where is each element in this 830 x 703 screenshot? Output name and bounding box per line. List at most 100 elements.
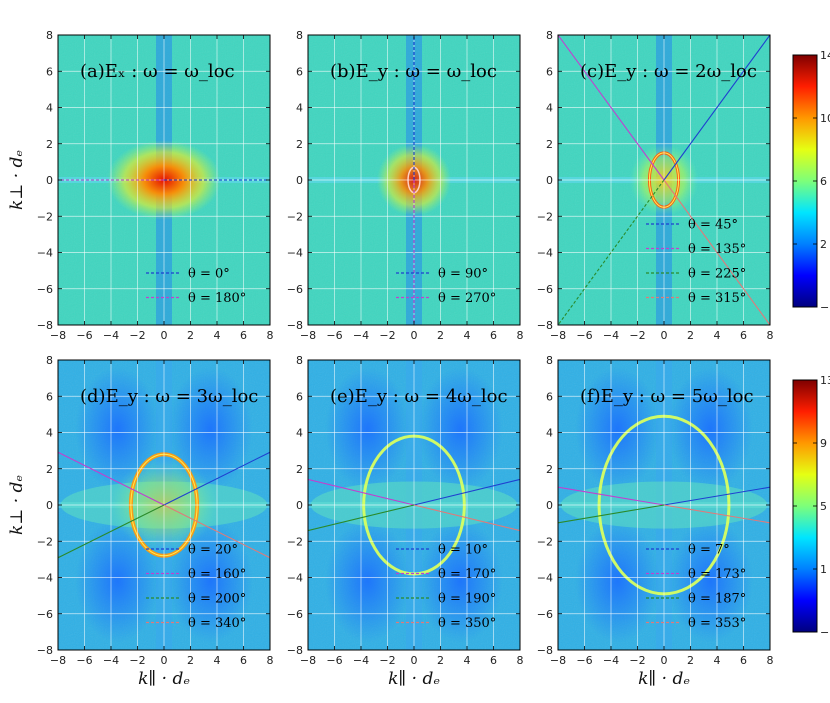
x-tick-label: −8: [50, 329, 66, 342]
blue-lobe: [667, 367, 753, 491]
legend-entry: θ = 135°: [688, 242, 746, 257]
panel-e: −8−8 −6 −6 −4 −4 −2 −2 0 0 2 2 4 4 6 6 8 8 (e)E_y : ω = 4…: [287, 354, 524, 667]
y-tick-label: 8: [546, 354, 553, 367]
panel-title: (c)E_y : ω = 2ω_loc: [580, 61, 757, 82]
y-tick-label: 8: [296, 354, 303, 367]
blue-lobe: [75, 367, 161, 491]
y-tick-label: 6: [46, 390, 53, 403]
blue-lobe: [325, 367, 411, 491]
x-tick-label: 2: [437, 329, 444, 342]
direction-line: [558, 35, 665, 181]
x-tick-label: 6: [240, 329, 247, 342]
x-tick-label: 2: [687, 654, 694, 667]
labels-layer: k∥ · dₑ k∥ · dₑ k∥ · dₑ k⊥ · dₑ k⊥ · dₑ: [7, 150, 690, 689]
y-tick-label: −2: [37, 210, 53, 223]
y-tick-label: −4: [537, 247, 553, 260]
legend-entry: θ = 170°: [438, 567, 496, 582]
y-tick-label: −6: [287, 608, 303, 621]
legend-entry: θ = 0°: [188, 267, 230, 282]
legend: θ = 0° θ = 180°: [146, 267, 246, 306]
legend-entry: θ = 7°: [688, 543, 730, 558]
y-tick-label: −4: [37, 572, 53, 585]
colorbar-tick-label: 10: [820, 112, 830, 125]
x-axis-label: k∥ · dₑ: [138, 669, 190, 689]
x-tick-label: −8: [550, 654, 566, 667]
legend-entry: θ = 160°: [188, 567, 246, 582]
colorbar-tick-label: −3: [820, 626, 830, 639]
direction-line: [558, 486, 665, 506]
colorbar-tick-label: 2: [820, 238, 827, 251]
legend-entry: θ = 200°: [188, 592, 246, 607]
y-tick-label: −4: [287, 247, 303, 260]
x-tick-label: 6: [240, 654, 247, 667]
x-tick-label: −4: [103, 329, 119, 342]
y-tick-label: −2: [37, 535, 53, 548]
y-tick-label: 8: [46, 29, 53, 42]
x-tick-label: −6: [576, 329, 592, 342]
grid: [558, 360, 770, 650]
y-tick-label: −8: [37, 644, 53, 657]
colorbar-tick-label: 5: [820, 500, 827, 513]
x-tick-label: 6: [740, 329, 747, 342]
x-tick-label: −2: [379, 329, 395, 342]
blue-lobe: [167, 367, 253, 491]
y-tick-label: −8: [287, 644, 303, 657]
blue-lobe: [417, 367, 503, 491]
x-tick-label: −8: [550, 329, 566, 342]
direction-line: [58, 504, 165, 559]
grid: [308, 35, 520, 325]
legend-entry: θ = 45°: [688, 218, 738, 233]
x-tick-label: −2: [379, 654, 395, 667]
y-tick-label: 0: [46, 174, 53, 187]
direction-line: [558, 504, 665, 524]
direction-line: [663, 179, 770, 325]
x-tick-label: 2: [187, 654, 194, 667]
x-tick-label: 4: [464, 654, 471, 667]
y-tick-label: −8: [537, 644, 553, 657]
y-tick-label: 0: [296, 499, 303, 512]
heatmap-b: [308, 35, 520, 325]
direction-line: [308, 478, 415, 506]
x-axis-label: k∥ · dₑ: [388, 669, 440, 689]
blue-lobe: [417, 519, 503, 643]
x-tick-label: −4: [603, 329, 619, 342]
x-axis-label: k∥ · dₑ: [638, 669, 690, 689]
direction-line: [163, 504, 270, 559]
direction-line: [163, 451, 270, 506]
heatmap-c: [558, 35, 770, 325]
panel-c: −8−8 −6 −6 −4 −4 −2 −2 0 0 2 2 4 4 6 6 8 8 (c)E_y : ω = 2…: [537, 29, 774, 342]
legend-entry: θ = 340°: [188, 616, 246, 631]
x-tick-label: −4: [353, 654, 369, 667]
x-tick-label: −4: [103, 654, 119, 667]
y-tick-label: −2: [537, 535, 553, 548]
colorbar-layer: −2 2 6 10 14 −3 1 5 9 13: [792, 49, 830, 639]
x-tick-label: 8: [267, 654, 274, 667]
blue-lobe: [575, 367, 661, 491]
y-tick-label: 8: [296, 29, 303, 42]
y-tick-label: −4: [287, 572, 303, 585]
y-axis-label: k⊥ · dₑ: [7, 150, 27, 210]
y-tick-label: 2: [546, 138, 553, 151]
y-tick-label: 8: [546, 29, 553, 42]
x-tick-label: −2: [629, 329, 645, 342]
y-tick-label: −6: [287, 283, 303, 296]
x-tick-label: 6: [740, 654, 747, 667]
colorbar-tick-label: 14: [820, 49, 830, 62]
panel-a: −8−8 −6 −6 −4 −4 −2 −2 0 0 2 2 4 4 6 6 8 8 (a)Eₓ : ω = ω_…: [37, 29, 274, 342]
y-tick-label: 2: [46, 138, 53, 151]
x-tick-label: −6: [76, 654, 92, 667]
x-tick-label: 0: [411, 329, 418, 342]
x-tick-label: 0: [161, 654, 168, 667]
y-tick-label: −6: [37, 283, 53, 296]
x-tick-label: −6: [76, 329, 92, 342]
x-tick-label: −4: [603, 654, 619, 667]
x-tick-label: 4: [714, 329, 721, 342]
y-tick-label: 2: [546, 463, 553, 476]
y-tick-label: −2: [287, 210, 303, 223]
grid: [308, 360, 520, 650]
x-tick-label: 8: [517, 329, 524, 342]
x-tick-label: 2: [687, 329, 694, 342]
panel-title: (d)E_y : ω = 3ω_loc: [80, 386, 258, 407]
legend: θ = 20° θ = 160° θ = 200° θ = 340°: [146, 543, 246, 631]
x-tick-label: 0: [411, 654, 418, 667]
